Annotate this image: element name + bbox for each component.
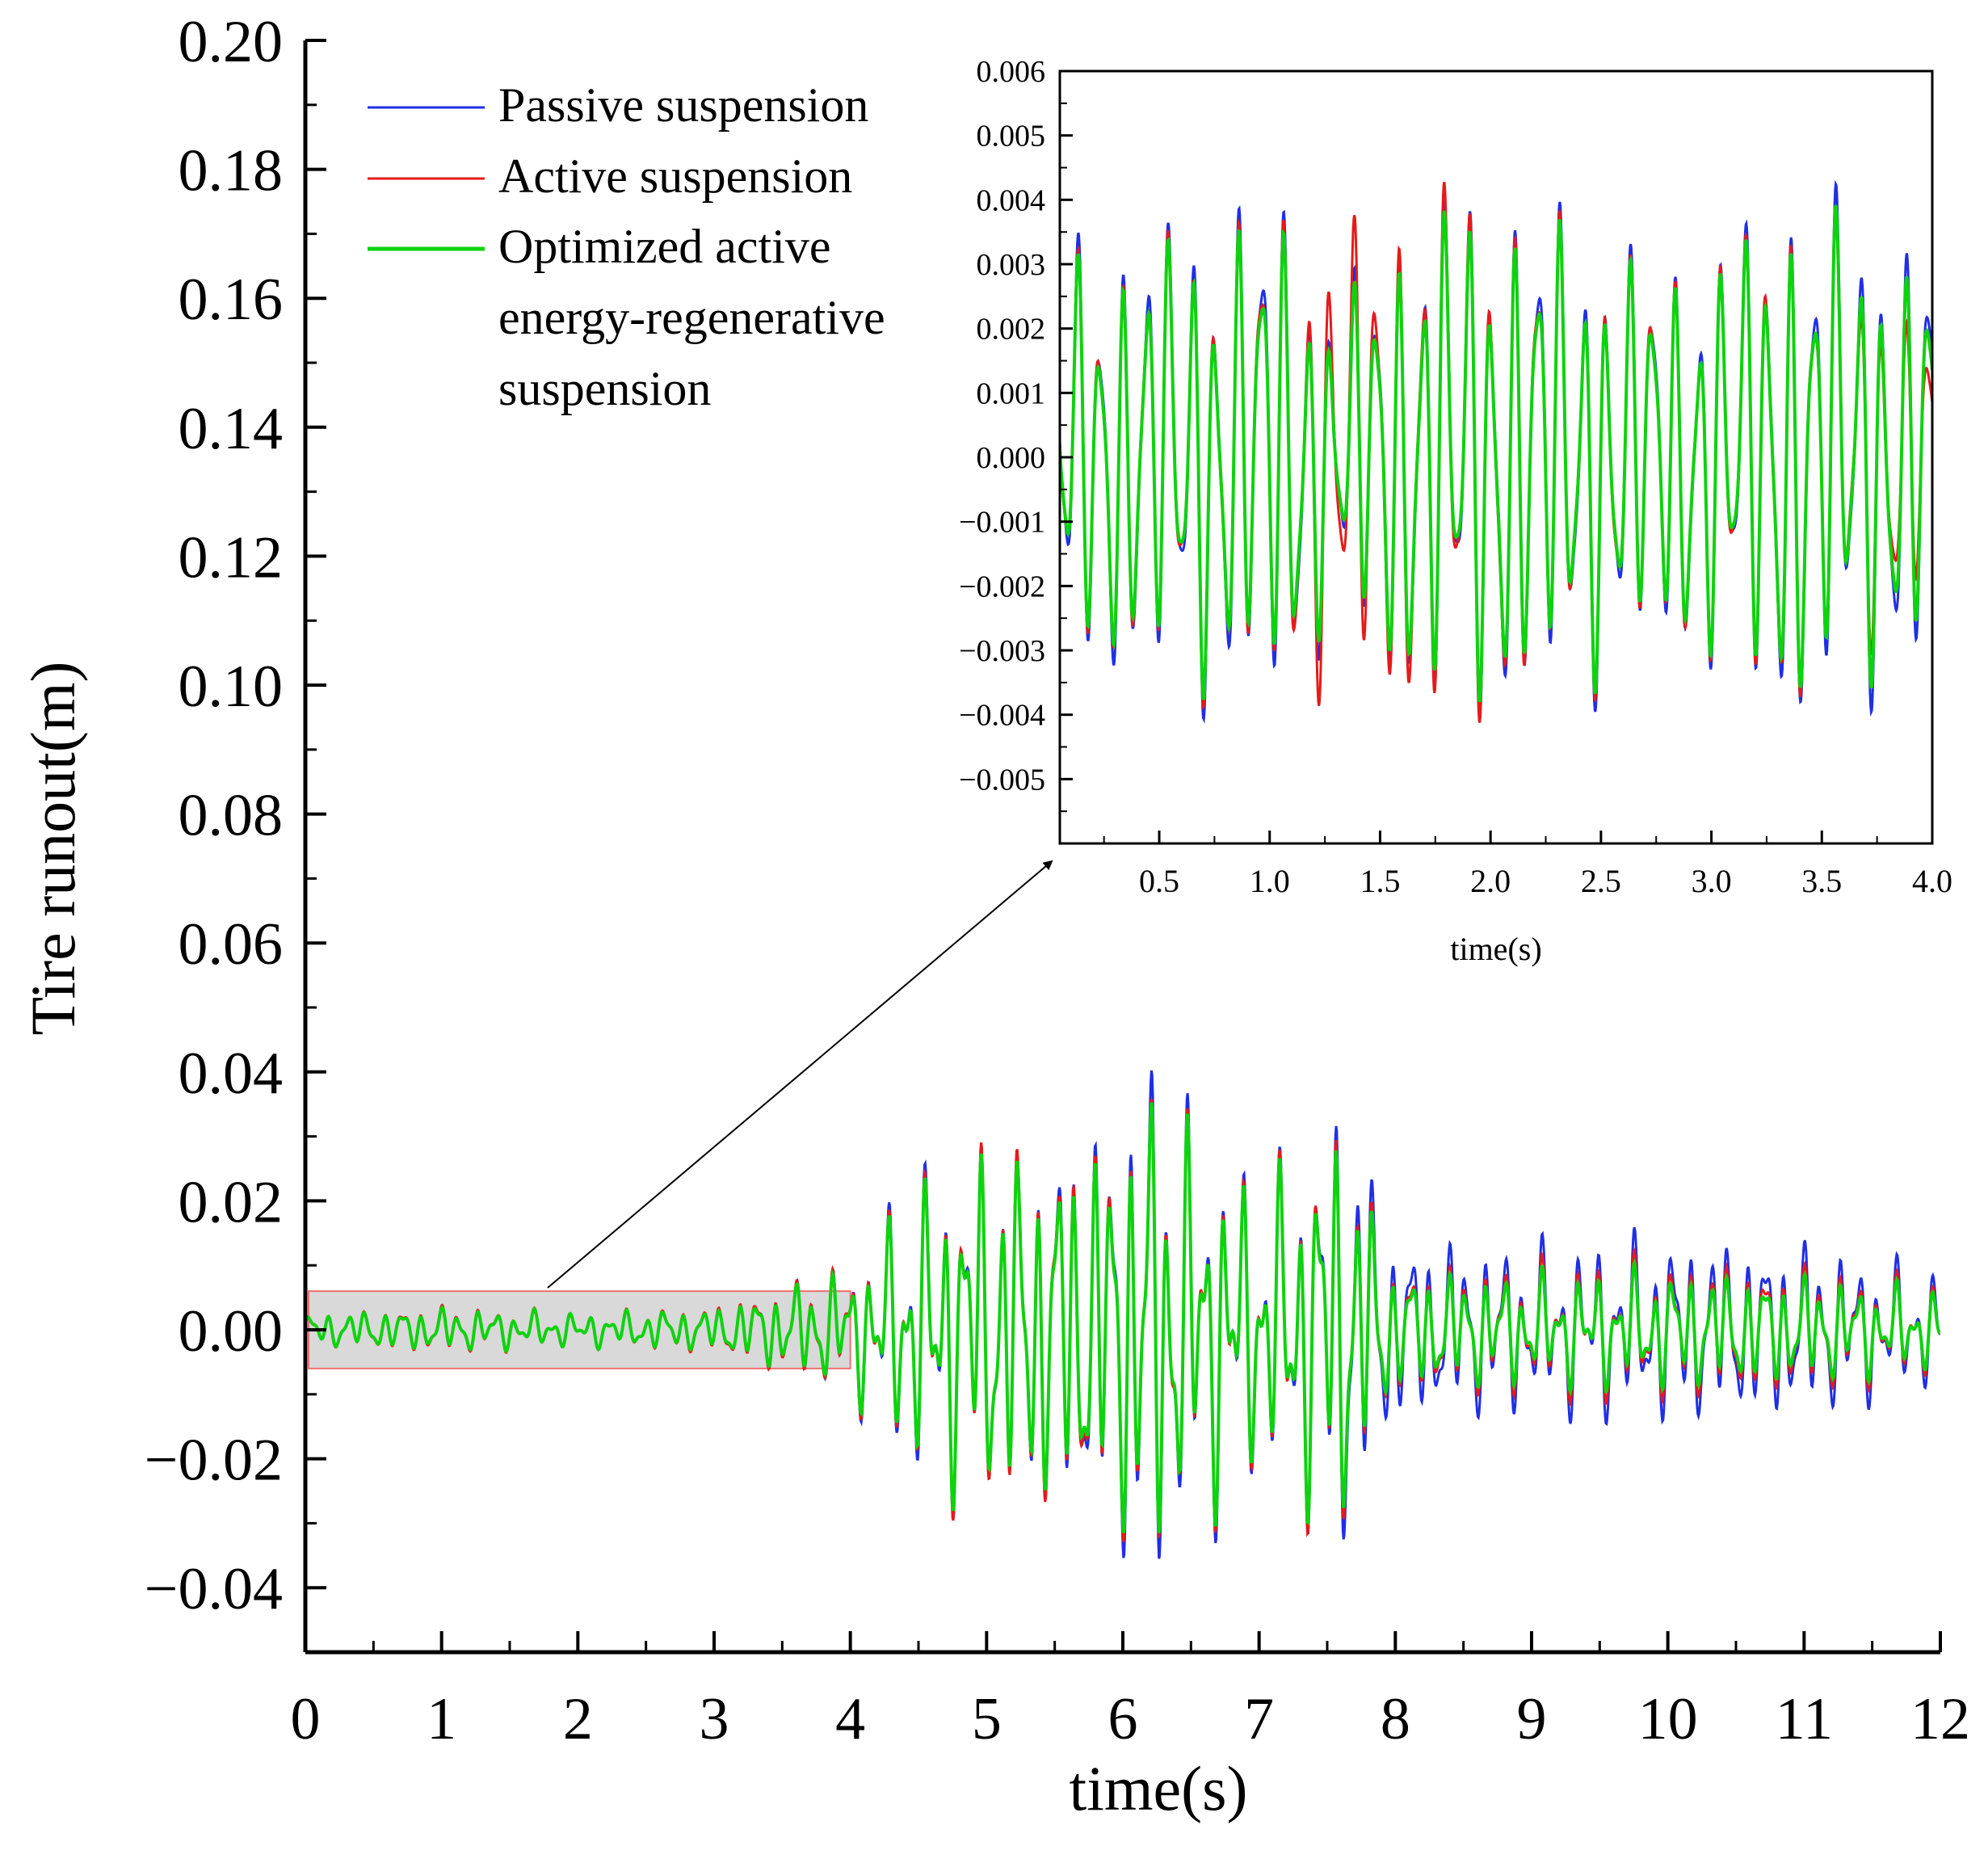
main-x-tick-labels: 0 1 2 3 4 5 6 7 8 9 10 11 12 [291,1686,1971,1752]
main-y-tick-label: −0.02 [145,1428,283,1494]
main-y-tick-label: 0.00 [179,1298,284,1365]
inset-x-tick-label: 4.0 [1912,863,1952,899]
main-x-tick-label: 2 [563,1686,593,1752]
legend-label-optimized-2: energy-regenerative [498,291,885,344]
inset-axes [1060,69,1934,843]
main-x-tick-label: 11 [1776,1686,1833,1752]
inset-x-tick-label: 2.5 [1581,863,1621,899]
inset-y-tick-label: −0.005 [959,763,1045,797]
main-y-tick-label: 0.16 [179,267,284,333]
main-x-tick-label: 0 [291,1686,321,1752]
inset-y-tick-label: −0.003 [959,634,1045,668]
main-x-tick-label: 9 [1517,1686,1547,1752]
main-x-tick-label: 7 [1244,1686,1274,1752]
inset-y-tick-label: 0.002 [977,313,1046,347]
legend-label-passive: Passive suspension [498,78,868,132]
inset-y-tick-label: −0.002 [959,570,1045,604]
legend-label-active: Active suspension [498,149,852,203]
main-y-tick-label: 0.18 [179,138,284,204]
main-x-tick-label: 12 [1910,1686,1970,1752]
main-x-tick-label: 10 [1638,1686,1698,1752]
inset-x-tick-label: 1.5 [1360,863,1400,899]
inset-x-tick-labels: 0.5 1.0 1.5 2.0 2.5 3.0 3.5 4.0 [1139,863,1952,899]
legend: Passive suspension Active suspension Opt… [368,78,885,415]
main-y-tick-label: 0.06 [179,911,284,978]
main-x-tick-label: 4 [835,1686,865,1752]
inset-y-tick-label: −0.004 [959,699,1045,733]
inset-x-tick-label: 2.0 [1470,863,1511,899]
inset-y-tick-label: 0.006 [977,55,1046,89]
main-y-tick-label: 0.20 [179,9,284,75]
main-x-tick-label: 3 [700,1686,729,1752]
main-x-tick-label: 8 [1381,1686,1410,1752]
main-series-line [305,1102,1940,1533]
legend-label-optimized-1: Optimized active [498,220,831,273]
main-y-axis-label: Tire runout(m) [18,662,88,1036]
main-x-tick-label: 6 [1108,1686,1138,1752]
main-series-lines [305,1070,1940,1559]
inset-y-tick-label: 0.005 [977,120,1046,154]
inset-x-tick-label: 3.0 [1692,863,1732,899]
main-x-tick-label: 1 [427,1686,456,1752]
inset-y-tick-label: 0.000 [977,441,1046,475]
zoom-arrow [547,860,1053,1289]
inset-x-tick-label: 0.5 [1139,863,1179,899]
main-y-tick-label: 0.10 [179,654,284,720]
main-axes [303,39,1942,1655]
inset-x-tick-label: 1.0 [1250,863,1290,899]
inset-series-lines [1060,179,1932,724]
inset-y-tick-label: 0.004 [977,183,1046,217]
main-y-tick-label: 0.12 [179,524,284,591]
inset-y-tick-label: 0.001 [977,376,1046,410]
main-x-axis-label: time(s) [1070,1753,1248,1823]
main-y-tick-labels: −0.04 −0.02 0.00 0.02 0.04 0.06 0.08 0.10 0.12 0.… [145,9,283,1622]
main-x-tick-label: 5 [972,1686,1002,1752]
main-y-tick-label: 0.14 [179,396,284,462]
main-y-tick-label: 0.08 [179,783,284,849]
main-y-tick-label: 0.02 [179,1169,284,1235]
inset-y-tick-labels: −0.005 −0.004 −0.003 −0.002 −0.001 0.000 0.001… [959,55,1045,797]
inset-x-tick-label: 3.5 [1801,863,1842,899]
inset-series-line [1060,204,1932,703]
main-y-tick-label: 0.04 [179,1041,284,1107]
main-y-tick-label: −0.04 [145,1556,283,1622]
inset-y-tick-label: 0.003 [977,248,1046,282]
legend-label-optimized-3: suspension [498,362,711,415]
main-plot: 0 1 2 3 4 5 6 7 8 9 10 11 12 −0.04−0.020.000.020.040… [18,9,1970,1823]
inset-x-axis-label: time(s) [1450,931,1541,967]
inset-plot: 0.5 1.0 1.5 2.0 2.5 3.0 3.5 4.0 −0.005−0.004−0.… [959,55,1952,967]
inset-y-tick-label: −0.001 [959,506,1045,540]
